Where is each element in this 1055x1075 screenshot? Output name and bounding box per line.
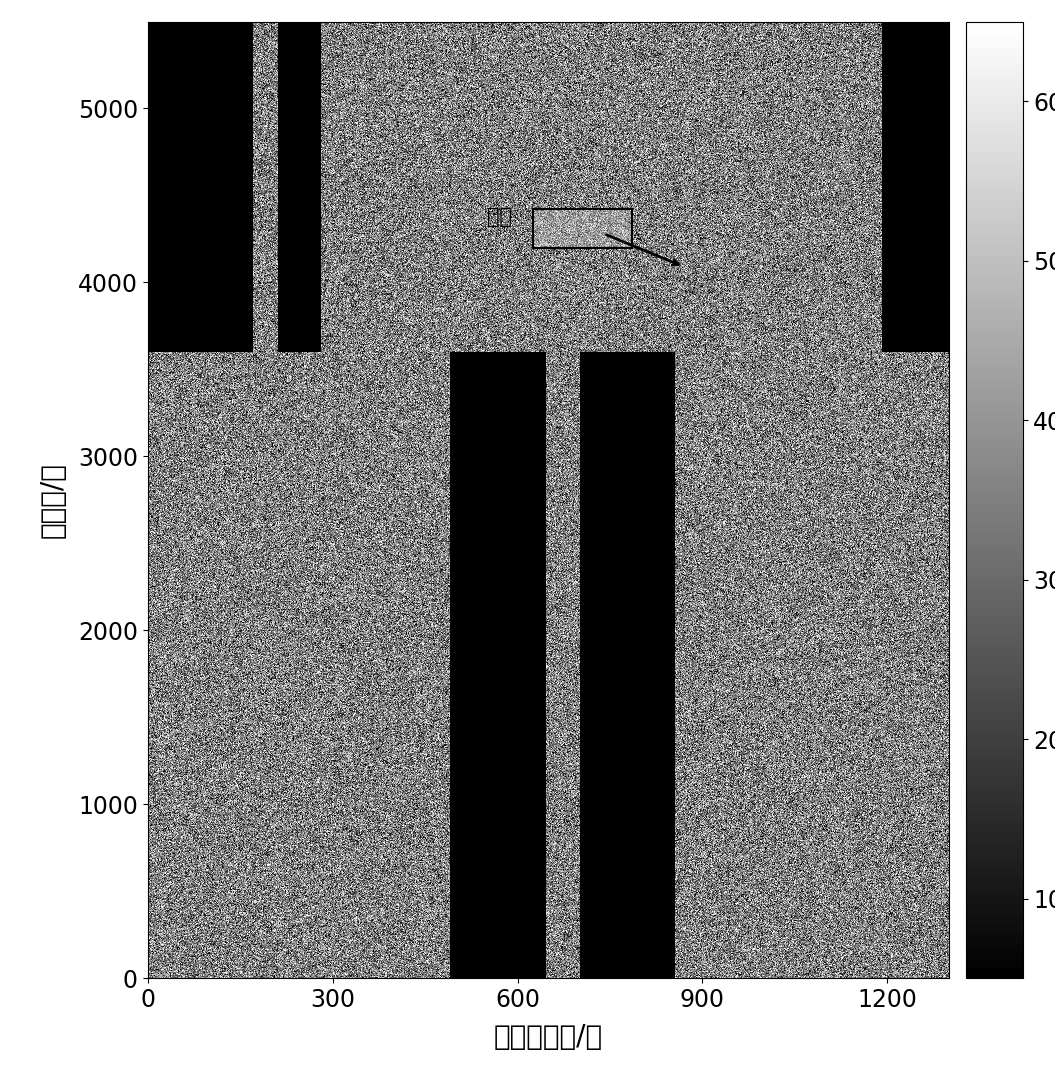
Text: 目标: 目标 [486,207,512,227]
Y-axis label: 脉冲数/个: 脉冲数/个 [39,462,66,538]
Bar [533,210,632,247]
X-axis label: 距离单元数/个: 距离单元数/个 [494,1023,602,1051]
